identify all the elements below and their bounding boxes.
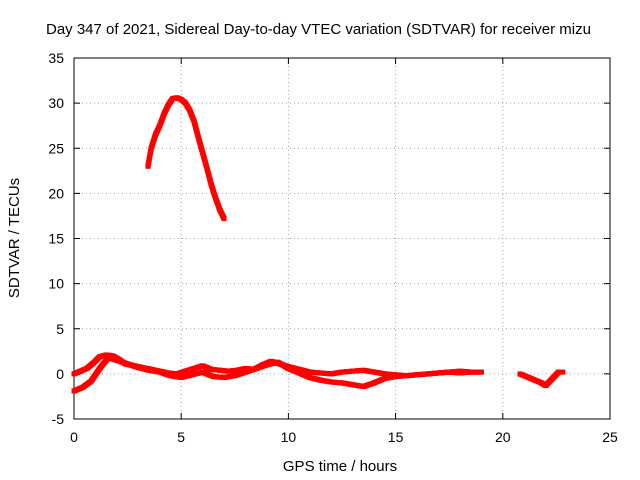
x-tick-label: 10 <box>281 429 297 445</box>
series-low-track-b <box>71 355 484 394</box>
axis-ticks: 0 5 10 15 20 25 -5 0 5 10 15 20 25 30 35 <box>48 50 618 445</box>
x-tick-label: 20 <box>495 429 511 445</box>
x-tick-label: 0 <box>70 429 78 445</box>
y-axis-label: SDTVAR / TECUs <box>6 178 23 298</box>
x-tick-label: 5 <box>177 429 185 445</box>
y-tick-label: 20 <box>48 185 64 201</box>
series-arc-high <box>145 95 227 222</box>
data-point <box>221 216 227 222</box>
x-tick-label: 15 <box>388 429 404 445</box>
y-tick-label: 0 <box>56 366 64 382</box>
x-tick-label: 25 <box>602 429 618 445</box>
grid <box>74 58 610 419</box>
chart-title: Day 347 of 2021, Sidereal Day-to-day VTE… <box>46 21 591 38</box>
y-tick-label: 25 <box>48 140 64 156</box>
y-tick-label: 35 <box>48 50 64 66</box>
x-axis-label: GPS time / hours <box>283 458 397 475</box>
y-tick-label: 10 <box>48 276 64 292</box>
data-point <box>560 369 566 375</box>
series-late-arc <box>517 369 566 389</box>
data-points <box>71 95 566 394</box>
y-tick-label: -5 <box>52 411 65 427</box>
y-tick-label: 15 <box>48 231 64 247</box>
data-point <box>478 369 484 375</box>
y-tick-label: 5 <box>56 321 64 337</box>
y-tick-label: 30 <box>48 95 64 111</box>
